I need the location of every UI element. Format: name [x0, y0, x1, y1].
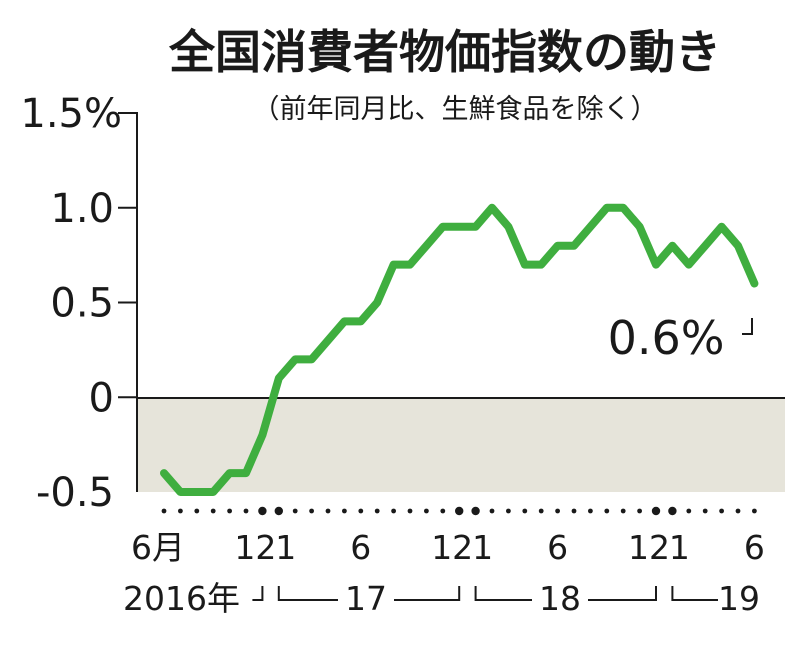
month-dot	[506, 508, 511, 514]
month-dot	[391, 508, 396, 514]
month-dot	[440, 508, 446, 514]
cpi-series-line	[160, 203, 759, 496]
year-label: 19	[718, 579, 760, 618]
year-label: 18	[539, 579, 581, 618]
month-dot	[178, 508, 183, 514]
month-dot	[588, 508, 593, 514]
year-label: 2016年	[123, 579, 240, 618]
month-dot	[538, 508, 544, 514]
y-tick-label: 1.0	[50, 186, 114, 232]
year-bracket-2017-left	[277, 586, 338, 601]
month-dot	[309, 508, 314, 514]
month-dot	[227, 508, 233, 514]
month-dot	[471, 506, 480, 516]
month-dot	[292, 508, 298, 514]
month-dot	[374, 508, 380, 514]
month-dot	[651, 506, 661, 516]
month-dot	[702, 508, 708, 514]
month-dot	[668, 506, 677, 516]
chart-title: 全国消費者物価指数の動き	[168, 25, 721, 79]
x-tick-label: 12	[628, 528, 670, 567]
x-tick-label: 12	[431, 528, 473, 567]
month-dot	[342, 508, 347, 514]
month-dot	[719, 508, 724, 514]
month-dot	[358, 508, 364, 514]
month-dot	[735, 508, 741, 514]
x-tick-label: 6	[350, 528, 371, 567]
x-tick-label: 1	[275, 528, 296, 567]
month-dot	[620, 508, 626, 514]
x-tick-label: 6月	[131, 528, 185, 567]
month-dot	[161, 508, 167, 514]
month-dot	[522, 508, 528, 514]
x-tick-label: 6	[547, 528, 568, 567]
year-bracket-2019	[671, 586, 718, 601]
year-label: 17	[345, 579, 387, 618]
month-dot	[194, 508, 200, 514]
year-bracket-2017-right	[394, 586, 461, 601]
annotation-bracket	[742, 318, 753, 335]
month-dot	[243, 508, 249, 514]
month-dot	[637, 508, 642, 514]
chart-subtitle: （前年同月比、生鮮食品を除く）	[253, 94, 658, 125]
month-dot	[407, 508, 413, 514]
month-dot	[604, 508, 610, 514]
month-dot	[258, 506, 267, 516]
year-bracket-2018-right	[588, 586, 657, 601]
x-tick-label: 12	[234, 528, 276, 567]
month-dot	[555, 508, 560, 514]
negative-region	[137, 398, 785, 492]
y-tick-label: 0	[89, 375, 114, 421]
month-dot	[274, 506, 283, 516]
y-tick-label: 0.5	[50, 281, 114, 327]
x-tick-label: 1	[472, 528, 493, 567]
year-bracket-2018-left	[474, 586, 532, 601]
month-dot	[325, 508, 331, 514]
latest-value-annotation: 0.6%	[608, 311, 725, 365]
month-dot	[752, 508, 757, 514]
month-dot	[489, 508, 495, 514]
y-tick-label: -0.5	[36, 470, 114, 516]
y-tick-label: 1.5%	[20, 91, 122, 137]
month-dot	[686, 508, 692, 514]
month-dot	[210, 508, 216, 514]
month-dot	[571, 508, 577, 514]
year-bracket-2016	[252, 586, 264, 601]
x-tick-label: 6	[744, 528, 765, 567]
month-dot	[424, 508, 429, 514]
x-tick-label: 1	[669, 528, 690, 567]
month-dot	[455, 506, 464, 516]
